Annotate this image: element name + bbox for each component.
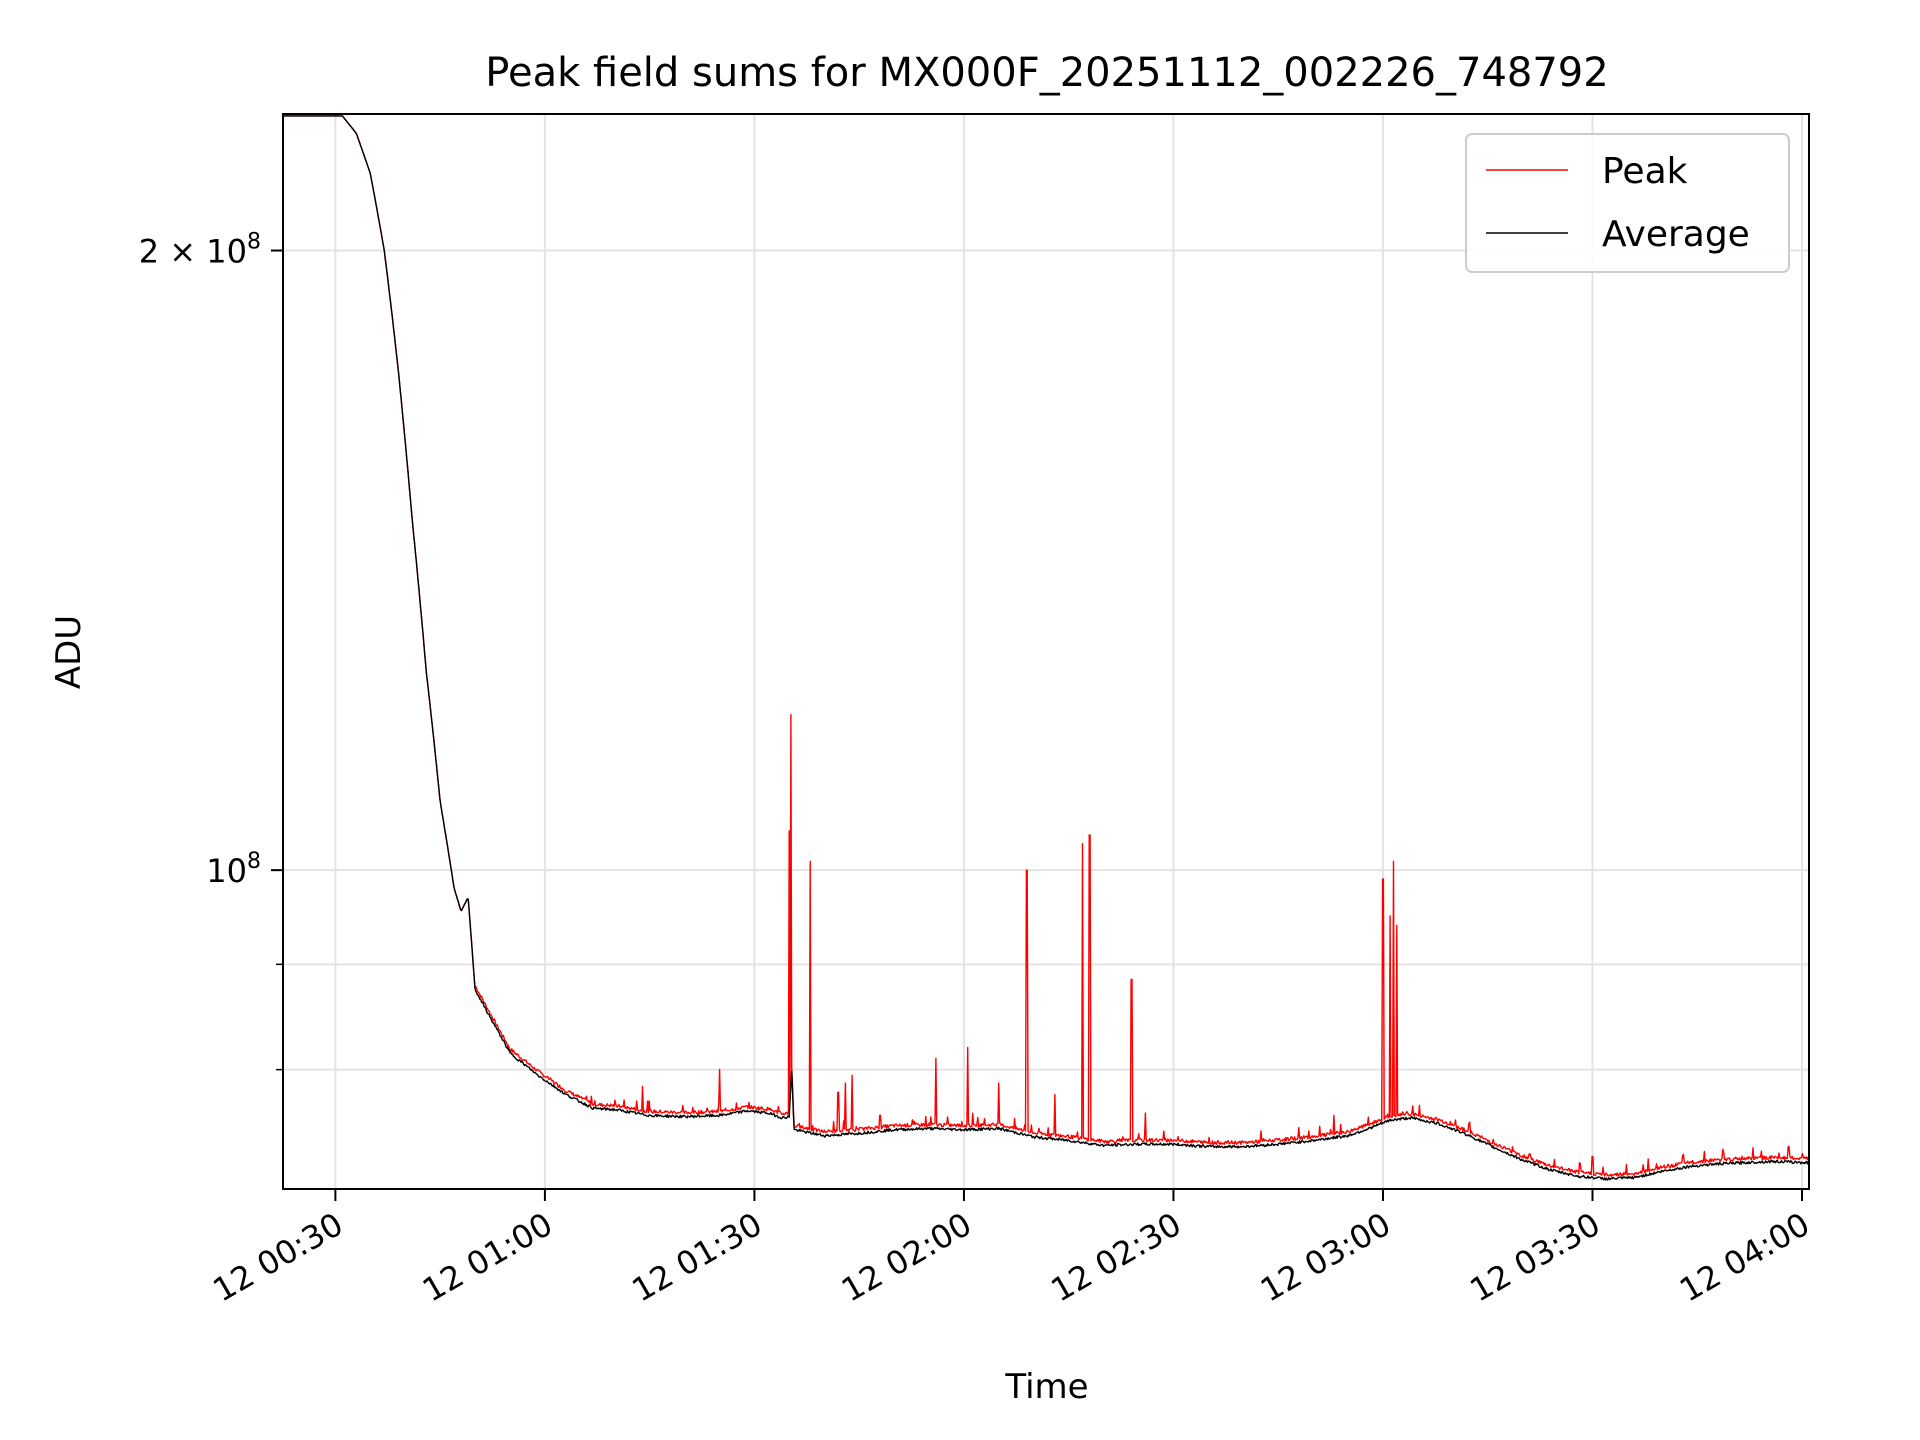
legend-label-average: Average xyxy=(1602,214,1750,255)
legend-label-peak: Peak xyxy=(1602,151,1688,192)
x-axis-label: Time xyxy=(1004,1367,1088,1407)
series-line-peak xyxy=(283,115,1809,1177)
y-axis-ticks: 108 2 × 108 xyxy=(139,230,283,1071)
series-line-average xyxy=(283,115,1809,1181)
y-tick-label: 2 × 108 xyxy=(139,230,261,271)
y-tick-label: 108 xyxy=(206,849,261,890)
plot-frame xyxy=(282,113,1810,1190)
chart-title: Peak field sums for MX000F_20251112_0022… xyxy=(485,50,1608,96)
plot-series xyxy=(283,115,1809,1181)
legend-box xyxy=(1465,133,1790,273)
y-axis-label: ADU xyxy=(49,615,89,689)
legend: Peak Average xyxy=(1465,133,1790,273)
